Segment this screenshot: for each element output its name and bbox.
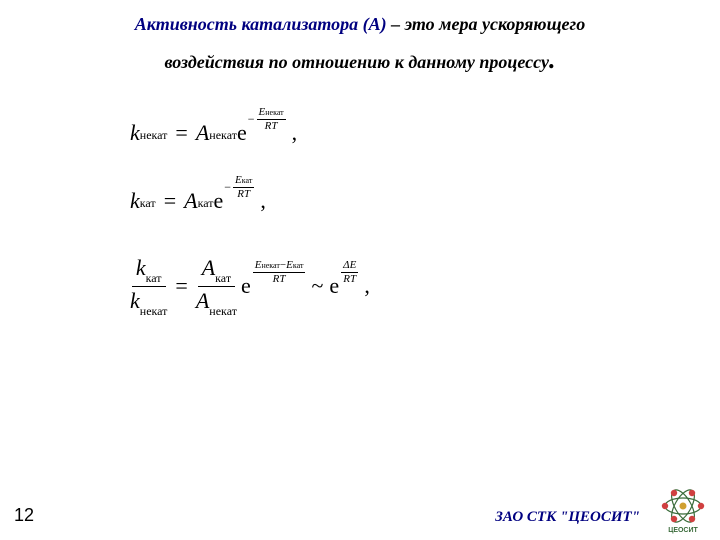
logo-label: ЦЕОСИТ (668, 527, 698, 534)
eq1-exponent: Eнекат RT (257, 107, 286, 132)
eq1-k-sub: некат (140, 128, 168, 143)
eq3-exp1-den: RT (273, 273, 286, 285)
eq3-exp2-den: RT (343, 273, 356, 285)
eq3-e1: e (241, 273, 251, 299)
eq2-exponent: Eкат RT (233, 175, 254, 200)
eq2-k-sub: кат (140, 196, 156, 211)
equation-3: kкат kнекат = Aкат Aнекат e Eнекат−Eкат … (130, 256, 560, 316)
eq1-equals: = (175, 120, 187, 146)
eq3-A-num: Aкат (198, 256, 235, 287)
eq3-equals: = (175, 273, 187, 299)
eq3-A-frac: Aкат Aнекат (196, 256, 237, 316)
eq3-k-frac: kкат kнекат (130, 256, 167, 316)
eq2-comma: , (260, 188, 266, 214)
eq2-exp-den: RT (237, 188, 250, 200)
eq1-k: k (130, 120, 140, 146)
eq3-A-den: Aнекат (196, 287, 237, 317)
title-rest: – это мера ускоряющего (387, 14, 586, 34)
eq3-exp1-num: Eнекат−Eкат (253, 260, 306, 273)
eq3-e2: e (329, 273, 339, 299)
company-logo: ЦЕОСИТ (656, 488, 710, 534)
eq1-e: e (237, 120, 247, 146)
eq1-A: A (196, 120, 209, 146)
eq3-comma: , (364, 273, 370, 299)
eq3-exp1: Eнекат−Eкат RT (253, 260, 306, 285)
footer-company: ЗАО СТК "ЦЕОСИТ" (495, 509, 640, 526)
eq2-e: e (213, 188, 223, 214)
title-line-1: Активность катализатора (А) – это мера у… (0, 10, 720, 39)
title-line-2: воздействия по отношению к данному проце… (0, 39, 720, 81)
equation-2: kкат = Aкат e − Eкат RT , (130, 188, 560, 214)
title-block: Активность катализатора (А) – это мера у… (0, 10, 720, 80)
title-line-2-text: воздействия по отношению к данному проце… (164, 52, 549, 72)
equations-area: kнекат = Aнекат e − Eнекат RT , kкат = A… (130, 120, 560, 358)
eq2-exp-num: Eкат (233, 175, 254, 188)
eq3-k-num: kкат (132, 256, 166, 287)
title-emphasis: Активность катализатора (А) (135, 14, 387, 34)
eq2-A: A (184, 188, 197, 214)
eq3-exp2-num: ΔE (341, 260, 358, 273)
eq1-exp-num: Eнекат (257, 107, 286, 120)
title-period: . (549, 45, 556, 74)
eq2-equals: = (164, 188, 176, 214)
page-number: 12 (14, 505, 34, 526)
eq2-A-sub: кат (198, 196, 214, 211)
logo-icon: ЦЕОСИТ (656, 488, 710, 534)
eq1-A-sub: некат (209, 128, 237, 143)
eq1-minus: − (248, 112, 255, 127)
eq2-k: k (130, 188, 140, 214)
eq1-comma: , (292, 120, 298, 146)
eq1-exp-den: RT (265, 120, 278, 132)
eq2-minus: − (224, 180, 231, 195)
eq3-tilde: ~ (311, 273, 323, 299)
eq3-exp2: ΔE RT (341, 260, 358, 285)
equation-1: kнекат = Aнекат e − Eнекат RT , (130, 120, 560, 146)
eq3-k-den: kнекат (130, 287, 167, 317)
